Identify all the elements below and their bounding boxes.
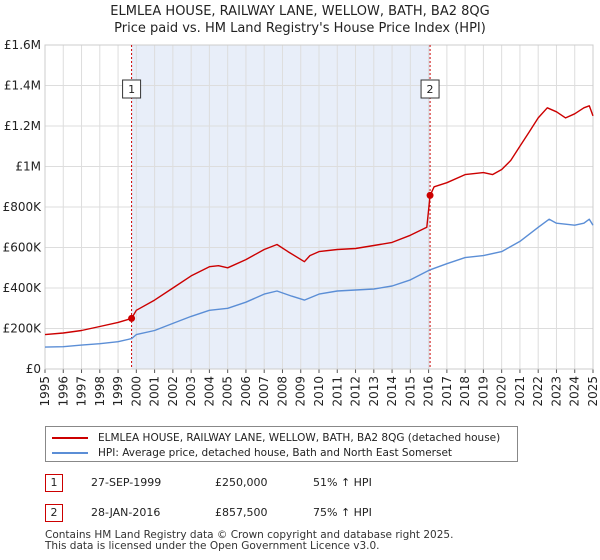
sale-marker-box [420, 79, 440, 99]
transaction-date: 28-JAN-2016 [91, 506, 161, 519]
y-tick-label: £1.4M [4, 79, 41, 93]
y-tick-label: £400K [3, 281, 43, 295]
transaction-hpi-change: 75% ↑ HPI [313, 506, 372, 519]
x-tick-label: 1997 [75, 376, 89, 407]
legend-label-property: ELMLEA HOUSE, RAILWAY LANE, WELLOW, BATH… [98, 432, 501, 444]
y-tick-label: £800K [3, 200, 43, 214]
transaction-hpi-change: 51% ↑ HPI [313, 476, 372, 489]
x-tick-label: 2011 [330, 376, 344, 407]
x-tick-label: 2019 [476, 376, 490, 407]
x-tick-label: 2020 [495, 376, 509, 407]
x-tick-label: 1996 [56, 376, 70, 407]
x-tick-label: 2009 [294, 376, 308, 407]
x-tick-label: 2004 [202, 376, 216, 407]
x-tick-label: 2024 [568, 376, 582, 407]
sale-point [426, 191, 434, 199]
price-chart: £0 £200K £400K £600K £800K £1M £1.2M £1.4M £1.6M… [3, 38, 600, 407]
x-tick-label: 2001 [148, 376, 162, 407]
x-tick-label: 2016 [422, 376, 436, 407]
plot-frame [44, 44, 594, 370]
x-tick-label: 2013 [367, 376, 381, 407]
y-tick-label: £1.2M [4, 119, 41, 133]
x-tick-label: 2018 [458, 376, 472, 407]
legend: ELMLEA HOUSE, RAILWAY LANE, WELLOW, BATH… [45, 426, 518, 462]
x-tick-label: 2003 [184, 376, 198, 407]
x-tick-label: 2000 [129, 376, 143, 407]
y-tick-label: £1M [15, 160, 41, 174]
hpi-line [44, 218, 594, 348]
transaction-price: £857,500 [215, 506, 268, 519]
x-tick-label: 2002 [166, 376, 180, 407]
x-tick-label: 2015 [403, 376, 417, 407]
title-line-2: Price paid vs. HM Land Registry's House … [114, 21, 486, 36]
x-tick-label: 2017 [440, 376, 454, 407]
chart-title: ELMLEA HOUSE, RAILWAY LANE, WELLOW, BATH… [0, 3, 600, 37]
x-tick-label: 2025 [586, 376, 600, 407]
title-line-1: ELMLEA HOUSE, RAILWAY LANE, WELLOW, BATH… [110, 4, 490, 19]
footer-line-2: This data is licensed under the Open Gov… [45, 540, 380, 552]
legend-swatch-hpi [52, 452, 88, 454]
y-tick-label: £1.6M [4, 38, 41, 52]
x-tick-label: 2007 [257, 376, 271, 407]
x-tick-label: 2014 [385, 376, 399, 407]
x-tick-label: 2012 [349, 376, 363, 407]
y-tick-label: £0 [26, 362, 41, 376]
x-tick-label: 2010 [312, 376, 326, 407]
sale-point [128, 314, 136, 322]
x-tick-label: 2005 [221, 376, 235, 407]
x-tick-label: 1995 [38, 376, 52, 407]
footer-line-1: Contains HM Land Registry data © Crown c… [45, 529, 454, 541]
transaction-number: 2 [45, 504, 63, 522]
x-tick-label: 2021 [513, 376, 527, 407]
sale-marker-label: 2 [427, 83, 434, 96]
x-tick-label: 2008 [275, 376, 289, 407]
x-tick-label: 2023 [549, 376, 563, 407]
x-tick-label: 2006 [239, 376, 253, 407]
transaction-date: 27-SEP-1999 [91, 476, 162, 489]
x-tick-label: 1999 [111, 376, 125, 407]
legend-label-hpi: HPI: Average price, detached house, Bath… [98, 447, 453, 459]
sale-marker-box [122, 79, 142, 99]
legend-swatch-property [52, 437, 88, 439]
footer-attribution: Contains HM Land Registry data © Crown c… [45, 530, 453, 552]
y-tick-label: £600K [3, 241, 43, 255]
sale-marker-label: 1 [128, 83, 135, 96]
y-tick-label: £200K [3, 322, 43, 336]
transaction-number: 1 [45, 474, 63, 492]
x-tick-label: 2022 [531, 376, 545, 407]
x-tick-label: 1998 [93, 376, 107, 407]
transaction-price: £250,000 [215, 476, 268, 489]
property-price-line [44, 105, 594, 336]
